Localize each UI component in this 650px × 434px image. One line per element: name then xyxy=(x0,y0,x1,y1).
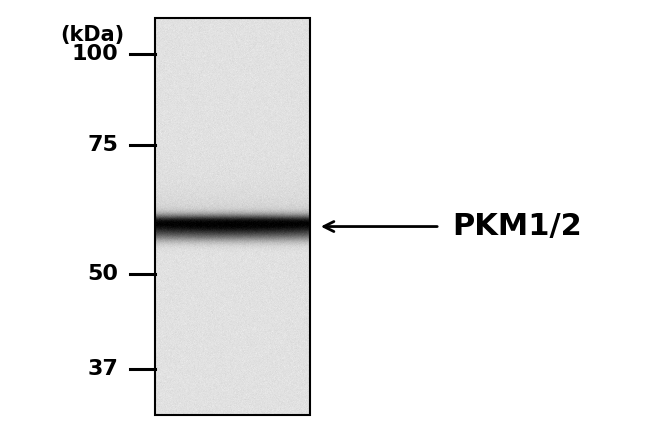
Text: (kDa): (kDa) xyxy=(60,25,124,45)
Text: PKM1/2: PKM1/2 xyxy=(452,212,582,241)
Bar xyxy=(155,18,310,415)
Text: 37: 37 xyxy=(87,359,118,379)
Text: 50: 50 xyxy=(87,263,118,283)
Text: 75: 75 xyxy=(87,135,118,155)
Text: 100: 100 xyxy=(72,44,118,64)
